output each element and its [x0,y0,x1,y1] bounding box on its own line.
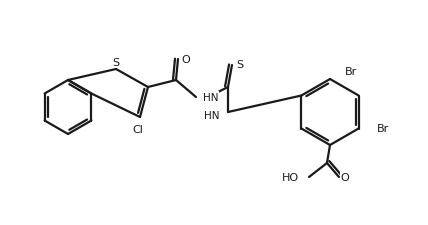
Text: Br: Br [377,124,389,134]
Text: HN: HN [203,93,219,103]
Text: HN: HN [205,110,220,120]
Text: O: O [341,172,349,182]
Text: O: O [181,55,190,65]
Text: S: S [113,58,119,68]
Text: Br: Br [345,67,357,77]
Text: S: S [236,60,244,70]
Text: HO: HO [282,172,299,182]
Text: Cl: Cl [133,124,143,134]
